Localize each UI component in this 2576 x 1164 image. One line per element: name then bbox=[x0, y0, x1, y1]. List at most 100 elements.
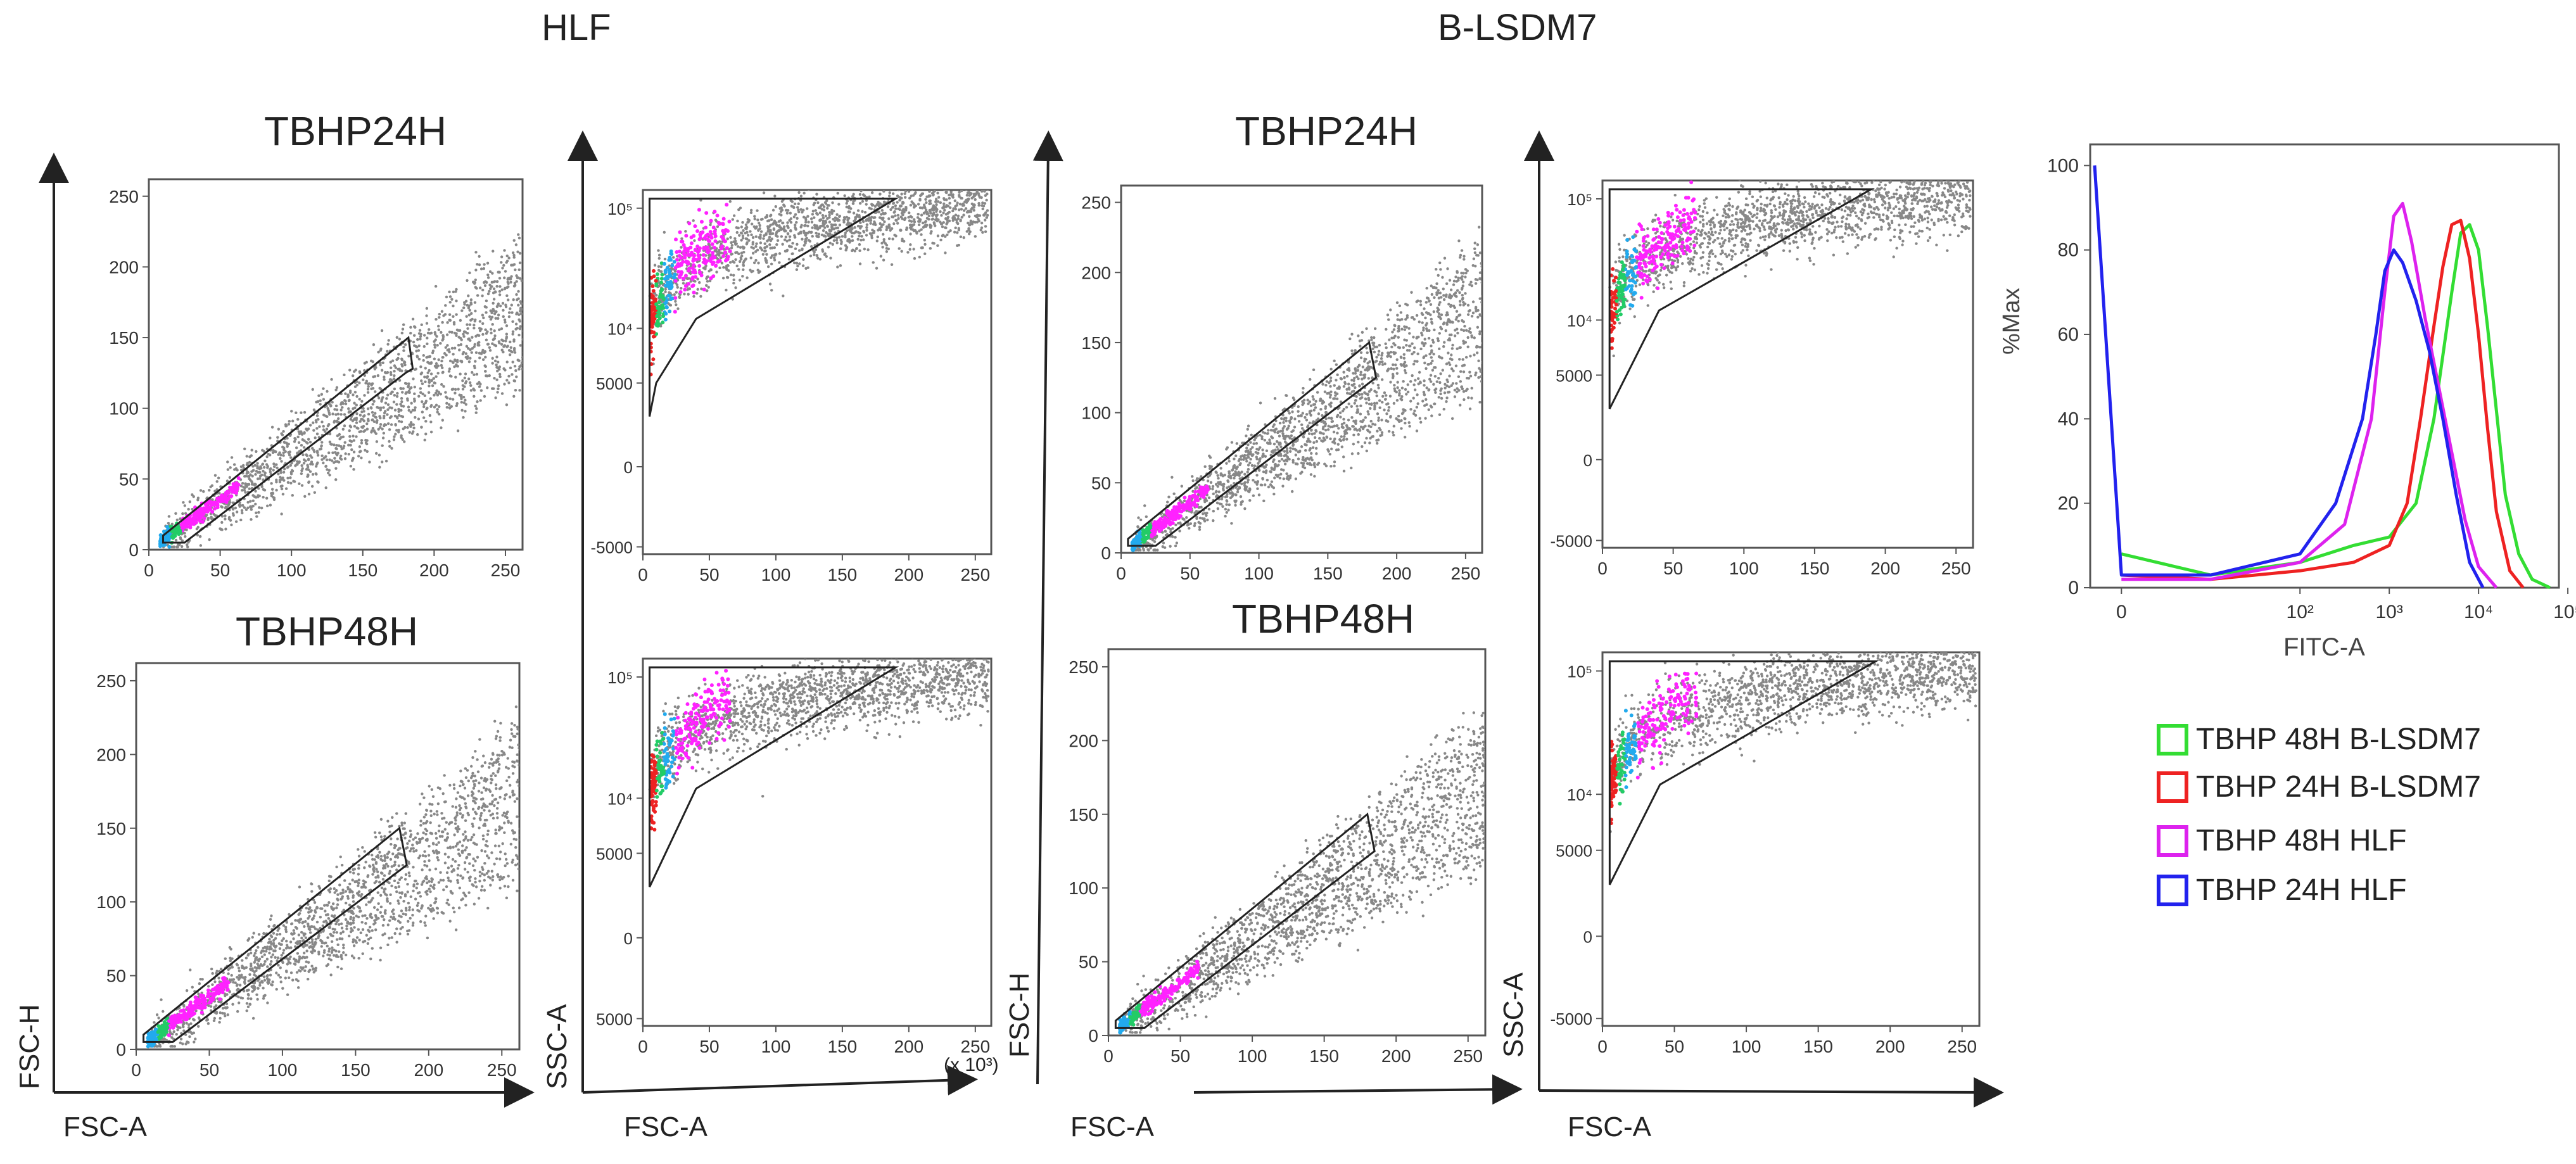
event-dot bbox=[429, 904, 433, 908]
event-dot bbox=[357, 890, 361, 894]
event-dot bbox=[269, 436, 272, 440]
event-dot bbox=[282, 454, 285, 457]
event-dot bbox=[510, 263, 513, 267]
event-dot bbox=[393, 393, 397, 397]
event-dot bbox=[377, 902, 380, 905]
event-dot bbox=[678, 295, 681, 298]
event-dot bbox=[444, 346, 448, 349]
event-dot bbox=[500, 392, 504, 395]
event-dot bbox=[400, 821, 403, 825]
x-tick-label: 150 bbox=[348, 560, 378, 580]
event-dot bbox=[507, 821, 510, 824]
event-dot bbox=[333, 954, 336, 957]
event-dot bbox=[336, 955, 340, 959]
event-dot bbox=[664, 288, 667, 291]
event-dot bbox=[454, 928, 458, 932]
event-dot bbox=[250, 965, 253, 968]
event-dot bbox=[347, 453, 350, 456]
event-dot bbox=[336, 420, 339, 423]
event-dot bbox=[341, 406, 344, 409]
event-dot bbox=[458, 348, 461, 351]
event-dot bbox=[269, 471, 272, 474]
event-dot bbox=[313, 450, 316, 453]
event-dot bbox=[307, 902, 310, 906]
event-dot bbox=[366, 388, 370, 391]
event-dot bbox=[333, 419, 336, 423]
event-dot bbox=[490, 327, 493, 331]
event-dot bbox=[924, 198, 927, 201]
event-dot bbox=[865, 223, 869, 226]
event-dot bbox=[382, 406, 385, 409]
event-dot bbox=[984, 218, 987, 222]
event-dot bbox=[266, 965, 269, 968]
event-dot bbox=[308, 914, 311, 918]
event-dot bbox=[491, 342, 494, 345]
event-dot bbox=[949, 206, 952, 210]
event-dot bbox=[446, 344, 449, 347]
event-dot bbox=[815, 231, 818, 235]
event-dot bbox=[497, 844, 501, 848]
event-dot bbox=[277, 453, 280, 457]
event-dot bbox=[398, 878, 402, 882]
event-dot bbox=[357, 854, 361, 857]
event-dot bbox=[291, 933, 294, 936]
event-dot bbox=[270, 914, 273, 918]
event-dot bbox=[479, 889, 483, 892]
event-dot bbox=[960, 190, 963, 193]
event-dot bbox=[308, 470, 312, 473]
event-dot bbox=[319, 399, 322, 402]
event-dot bbox=[294, 959, 297, 963]
event-dot bbox=[315, 421, 318, 424]
event-dot bbox=[187, 507, 190, 511]
event-dot bbox=[390, 824, 393, 828]
event-dot bbox=[219, 1016, 222, 1020]
event-dot-dense bbox=[218, 997, 222, 1001]
gate-polygon bbox=[162, 336, 414, 544]
event-dot bbox=[438, 835, 442, 838]
event-dot bbox=[426, 889, 429, 893]
event-dot bbox=[175, 1032, 178, 1036]
event-dot bbox=[330, 940, 334, 944]
event-dot-dense bbox=[146, 1036, 150, 1041]
event-dot bbox=[247, 989, 250, 992]
event-dot bbox=[251, 986, 255, 990]
event-dot bbox=[977, 156, 979, 158]
event-dot bbox=[174, 538, 178, 542]
event-dot bbox=[284, 487, 288, 490]
event-dot bbox=[386, 900, 390, 903]
event-dot bbox=[188, 500, 191, 503]
event-dot bbox=[746, 234, 750, 237]
event-dot bbox=[414, 836, 417, 840]
event-dot bbox=[492, 301, 495, 305]
y-tick-label: 50 bbox=[106, 966, 126, 986]
event-dot bbox=[431, 350, 435, 353]
event-dot bbox=[433, 883, 436, 887]
event-dot bbox=[422, 405, 426, 408]
event-dot bbox=[338, 923, 341, 926]
event-dot bbox=[473, 281, 477, 284]
event-dot bbox=[308, 424, 312, 427]
event-dot bbox=[431, 795, 435, 798]
x-tick-label: 200 bbox=[894, 565, 923, 585]
event-dot bbox=[298, 460, 301, 464]
event-dot bbox=[860, 234, 863, 238]
event-dot bbox=[735, 231, 739, 234]
hlf-fsca-axis-label-2: FSC-A bbox=[624, 1111, 707, 1142]
event-dot bbox=[481, 872, 484, 875]
event-dot bbox=[352, 467, 355, 471]
event-dot bbox=[488, 766, 491, 769]
x-tick-label: 0 bbox=[131, 1060, 141, 1080]
event-dot bbox=[334, 388, 338, 391]
event-dot bbox=[305, 906, 308, 910]
event-dot bbox=[300, 411, 303, 414]
event-dot bbox=[936, 234, 940, 237]
event-dot bbox=[392, 400, 396, 403]
event-dot bbox=[476, 758, 479, 761]
event-dot bbox=[436, 410, 439, 414]
event-dot bbox=[977, 201, 980, 205]
event-dot bbox=[474, 309, 477, 313]
event-dot bbox=[336, 460, 339, 463]
event-dot bbox=[472, 833, 476, 837]
event-dot bbox=[280, 432, 283, 435]
